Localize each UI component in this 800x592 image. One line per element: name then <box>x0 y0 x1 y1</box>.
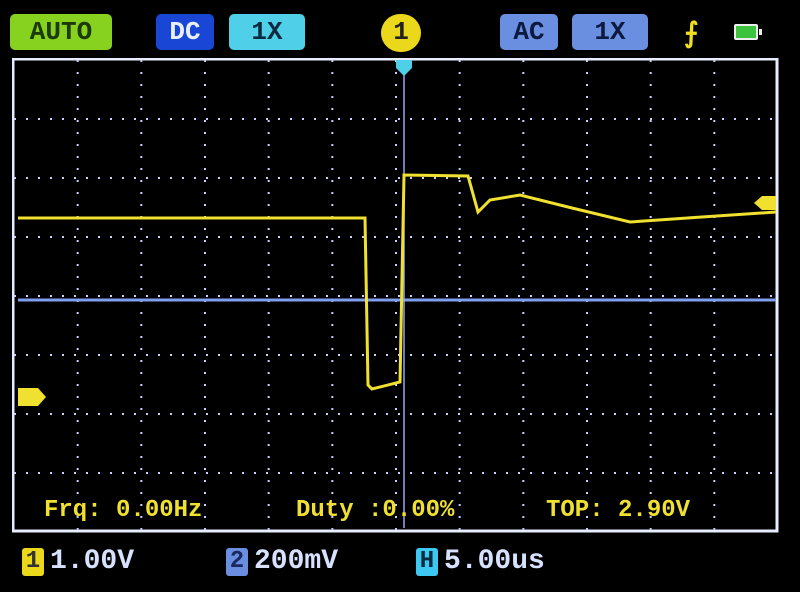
ch2-coupling-button[interactable]: AC <box>500 14 558 50</box>
duty-readout: Duty :0.00% <box>296 497 455 524</box>
ch2-badge: 2 <box>226 547 248 576</box>
battery-icon <box>734 24 762 40</box>
trigger-channel-indicator[interactable]: 1 <box>381 14 421 52</box>
ch2-probe-button[interactable]: 1X <box>572 14 648 50</box>
ch2-scale[interactable]: 2 200mV <box>226 546 338 577</box>
ch1-scale[interactable]: 1 1.00V <box>22 546 134 577</box>
trigger-position-marker[interactable] <box>396 60 412 76</box>
ch1-trace <box>18 173 777 391</box>
ch1-coupling-button[interactable]: DC <box>156 14 214 50</box>
h-badge: H <box>416 547 438 576</box>
ch1-scale-value: 1.00V <box>50 546 135 577</box>
mode-auto-button[interactable]: AUTO <box>10 14 112 50</box>
trigger-level-marker[interactable] <box>754 196 776 210</box>
grid <box>14 60 778 532</box>
top-readout: TOP: 2.90V <box>546 497 691 524</box>
frequency-readout: Frq: 0.00Hz <box>44 497 203 524</box>
screen-frame <box>12 58 779 533</box>
rising-edge-icon[interactable]: ⨍ <box>684 16 699 49</box>
ch1-ground-marker[interactable] <box>18 388 46 406</box>
ch1-probe-button[interactable]: 1X <box>229 14 305 50</box>
timebase-value: 5.00us <box>444 546 545 577</box>
ch2-scale-value: 200mV <box>254 546 339 577</box>
ch1-badge: 1 <box>22 547 44 576</box>
timebase[interactable]: H 5.00us <box>416 546 545 577</box>
waveform-display <box>12 58 779 533</box>
